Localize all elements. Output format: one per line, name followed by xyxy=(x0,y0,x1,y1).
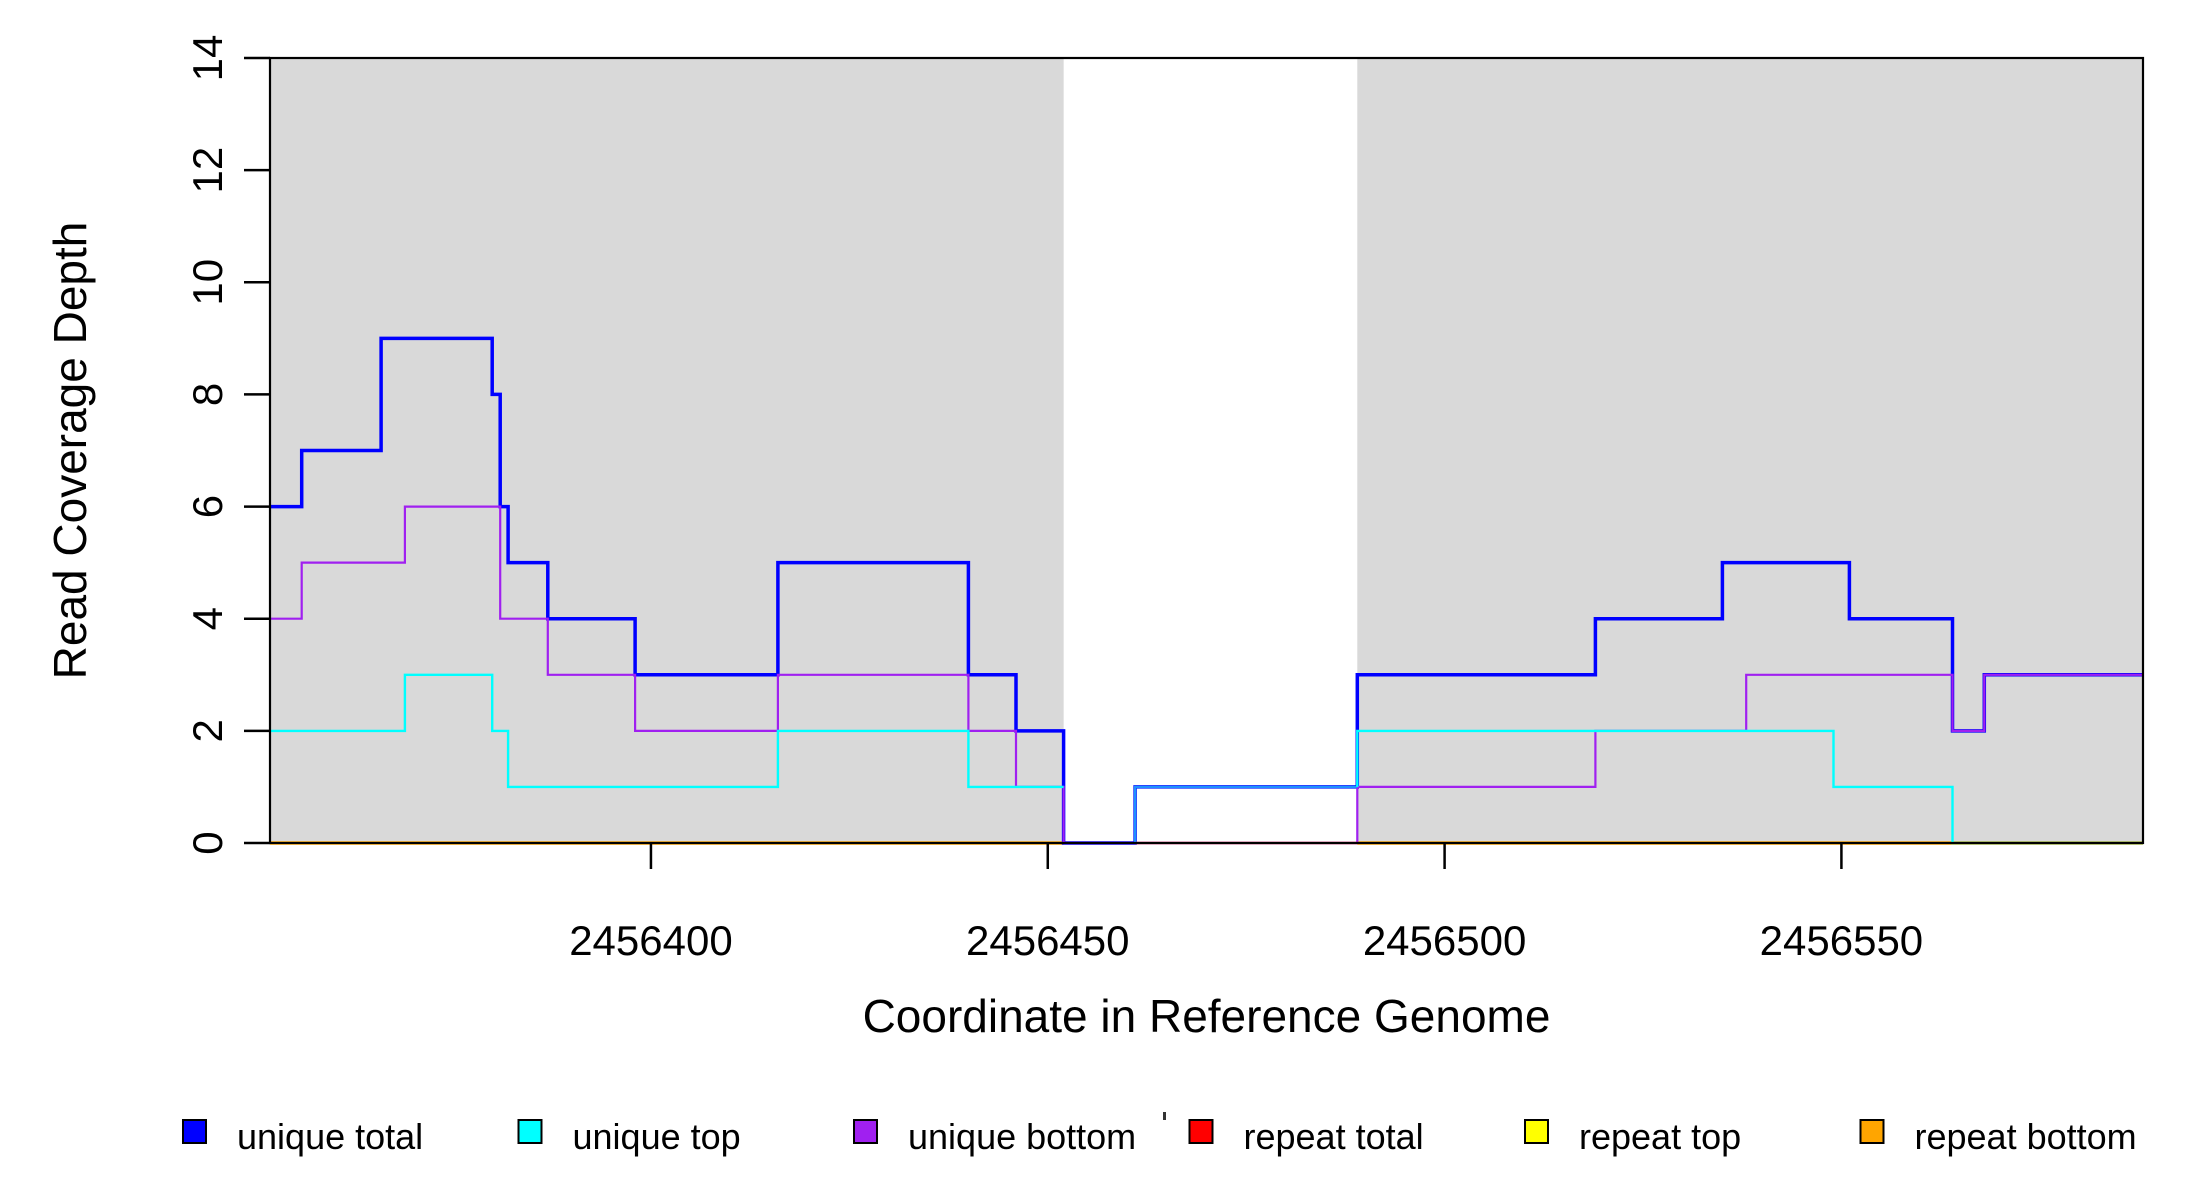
y-tick-label: 8 xyxy=(184,383,231,406)
series-unique_bottom-line xyxy=(270,505,2143,845)
y-tick-label: 4 xyxy=(184,607,231,630)
legend-swatch-3 xyxy=(853,1119,878,1144)
y-tick-label: 10 xyxy=(184,259,231,306)
y-tick-label: 6 xyxy=(184,495,231,518)
series-unique_top-line xyxy=(270,673,1064,789)
highlight-region xyxy=(270,58,1064,843)
legend-label-6: repeat bottom xyxy=(1915,1116,2137,1157)
legend-swatch-6 xyxy=(1859,1119,1885,1144)
legend-label-3: unique bottom xyxy=(908,1116,1136,1157)
stray-mark xyxy=(1163,1112,1166,1120)
x-tick-label: 2456550 xyxy=(1760,917,1924,964)
legend-label-2: unique top xyxy=(573,1116,741,1157)
x-tick-label: 2456500 xyxy=(1363,917,1527,964)
series-unique_total-line xyxy=(270,336,2143,845)
legend-label-4: repeat total xyxy=(1244,1116,1424,1157)
legend-swatch-2 xyxy=(517,1119,543,1144)
y-tick-label: 14 xyxy=(184,35,231,82)
legend-swatch-4 xyxy=(1188,1119,1214,1144)
legend-swatch-5 xyxy=(1524,1119,1549,1144)
plot-box xyxy=(268,56,2145,845)
y-axis-title: Read Coverage Depth xyxy=(44,222,96,680)
legend-swatch-1 xyxy=(182,1119,207,1144)
y-tick-label: 12 xyxy=(184,147,231,194)
series-unique_top-line xyxy=(1133,785,1358,843)
y-tick-label: 2 xyxy=(184,719,231,742)
legend-label-1: unique total xyxy=(237,1116,423,1157)
x-tick-label: 2456450 xyxy=(966,917,1130,964)
y-tick-label: 0 xyxy=(184,831,231,854)
legend-label-5: repeat top xyxy=(1579,1116,1741,1157)
highlight-region xyxy=(1357,58,2143,843)
x-tick-label: 2456400 xyxy=(569,917,733,964)
x-axis-title: Coordinate in Reference Genome xyxy=(863,990,1551,1042)
